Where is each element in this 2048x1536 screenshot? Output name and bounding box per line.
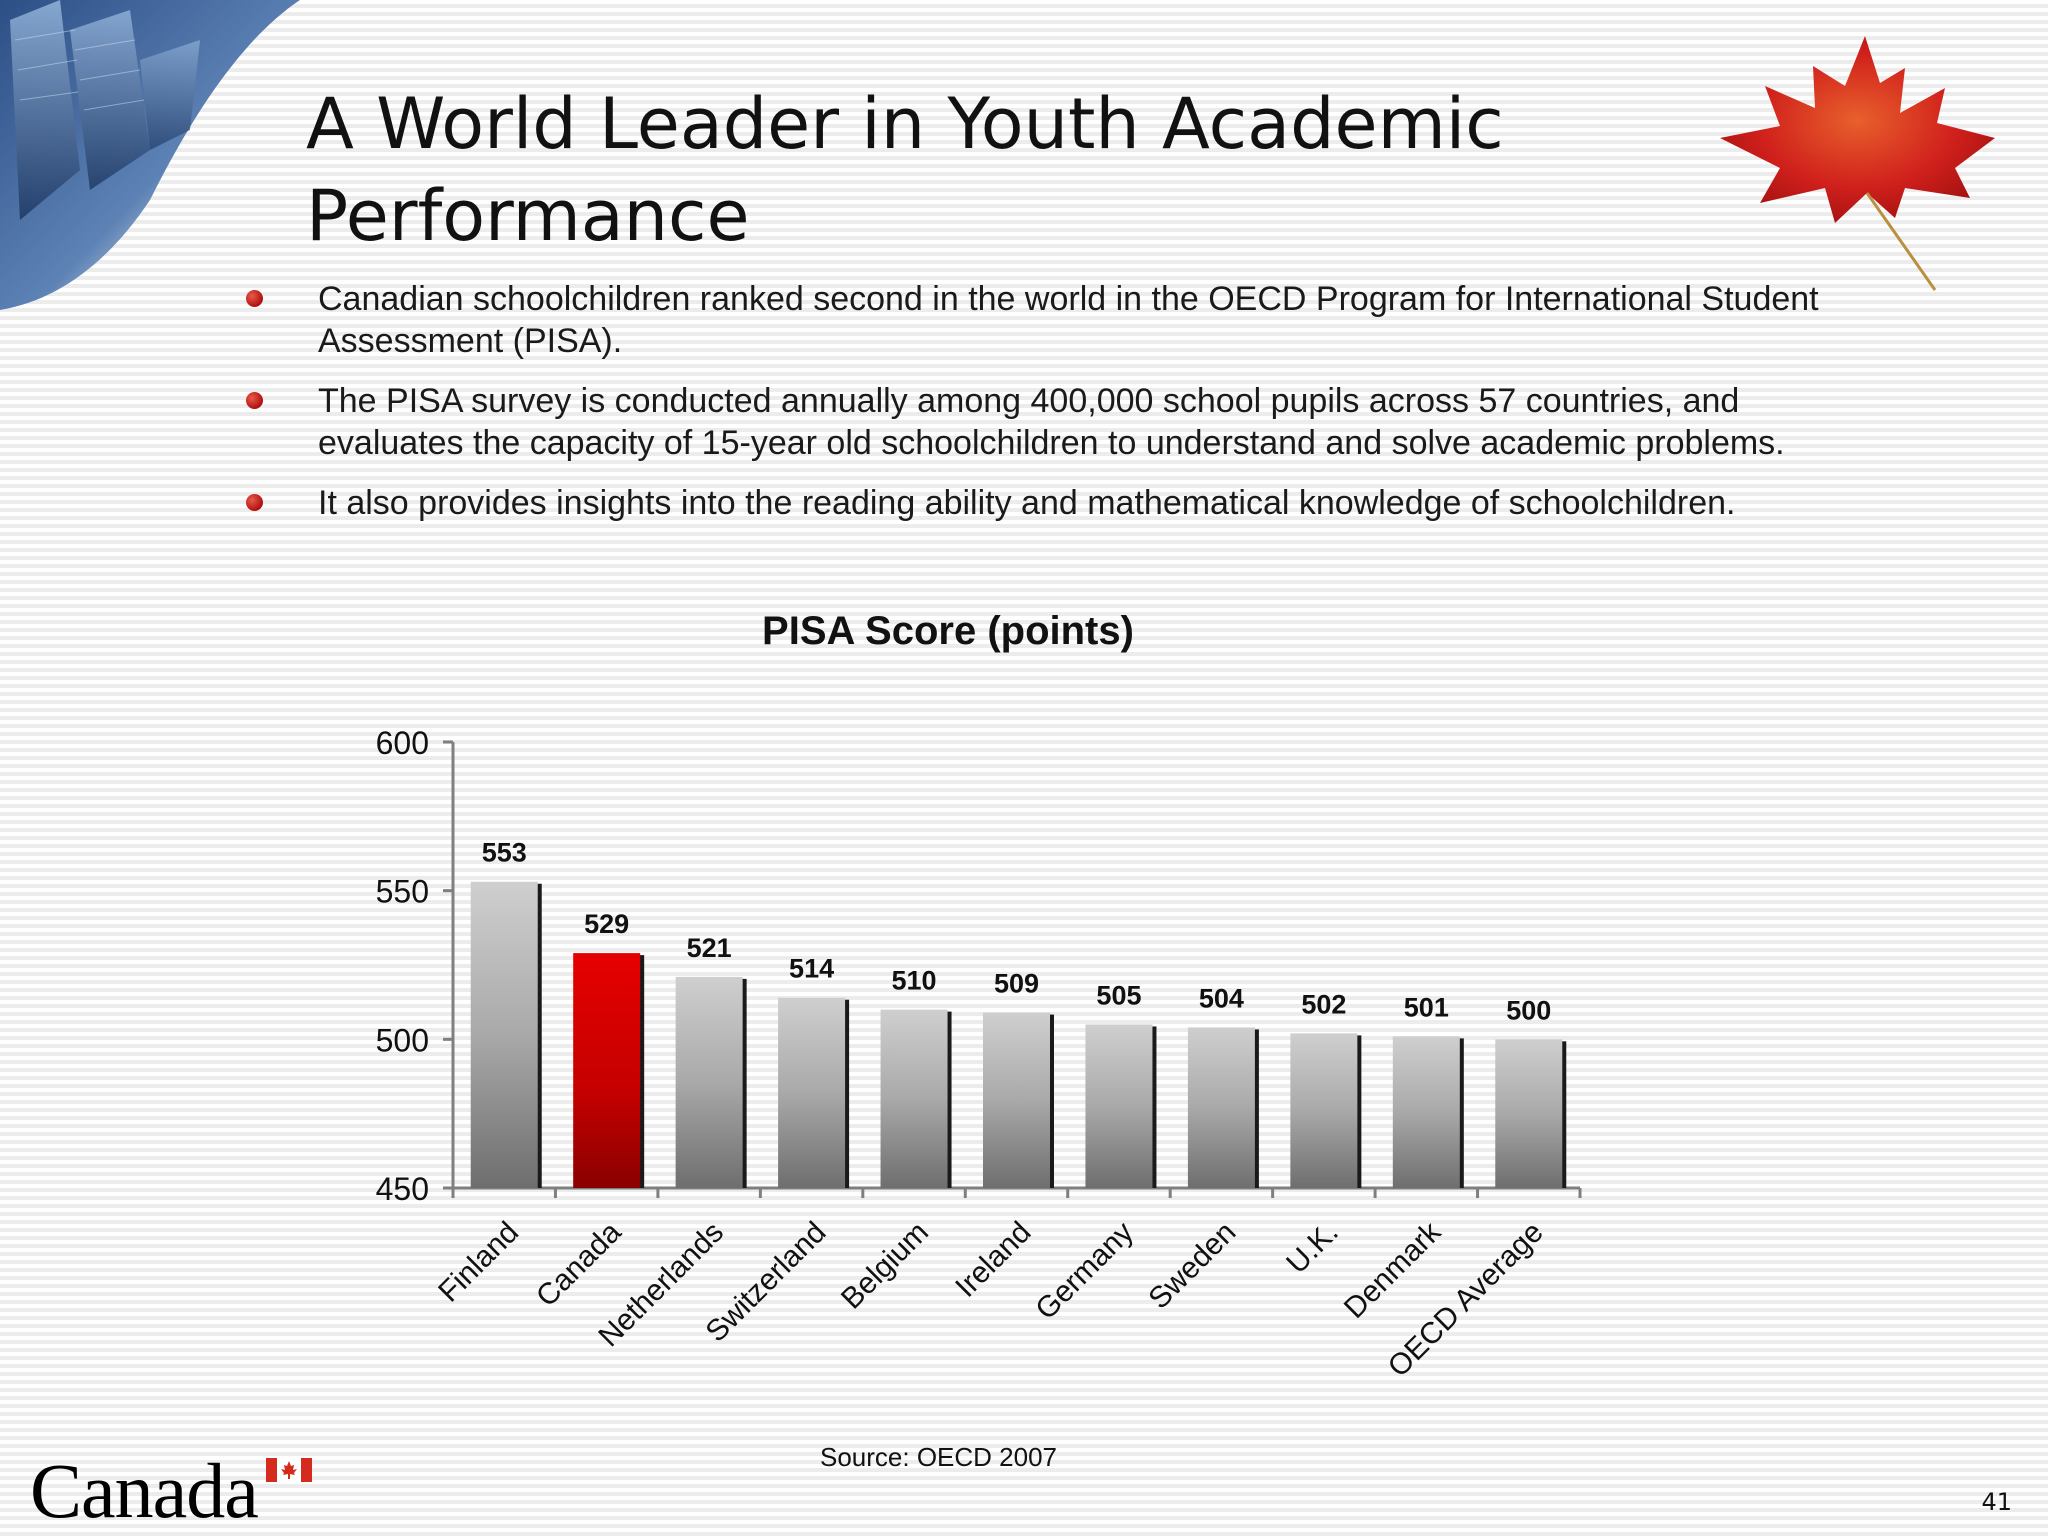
data-label: 521 — [687, 933, 732, 963]
canada-wordmark-text: Canada — [30, 1447, 259, 1534]
y-tick-label: 450 — [376, 1171, 429, 1207]
x-tick-label: Germany — [1029, 1216, 1140, 1327]
bullet-text: Canadian schoolchildren ranked second in… — [318, 280, 1819, 360]
y-tick-label: 550 — [376, 874, 429, 910]
bar — [1495, 1039, 1563, 1188]
slide-title: A World Leader in Youth Academic Perform… — [306, 78, 1706, 262]
bar — [778, 997, 846, 1188]
bullet-list: Canadian schoolchildren ranked second in… — [240, 278, 1820, 542]
bar — [675, 976, 743, 1188]
bar-highlight — [573, 953, 641, 1188]
bar — [983, 1012, 1050, 1188]
canada-wordmark: Canada — [30, 1447, 312, 1534]
chart-title: PISA Score (points) — [762, 609, 1134, 653]
data-label: 529 — [584, 909, 629, 939]
bullet-icon — [246, 290, 263, 307]
data-label: 505 — [1096, 980, 1141, 1010]
data-label: 504 — [1199, 983, 1244, 1013]
bar — [1085, 1024, 1153, 1188]
slide-title-line1: A World Leader in Youth Academic — [306, 83, 1504, 165]
buildings-photo — [0, 0, 300, 310]
bar — [1290, 1033, 1358, 1188]
pisa-bar-chart: PISA Score (points) 450 500 550 600 553 Finla… — [376, 609, 1582, 1384]
data-label: 553 — [482, 838, 527, 868]
bar — [880, 1009, 948, 1188]
source-note: Source: OECD 2007 — [820, 1442, 1058, 1472]
data-label: 502 — [1301, 989, 1346, 1019]
bar — [1187, 1027, 1255, 1188]
x-tick-label: Canada — [530, 1215, 628, 1313]
data-label: 509 — [994, 969, 1039, 999]
maple-leaf-icon — [1720, 36, 1995, 291]
bullet-icon — [246, 494, 263, 511]
y-tick-label: 500 — [376, 1022, 429, 1058]
data-label: 501 — [1404, 992, 1449, 1022]
bullet-text: It also provides insights into the readi… — [318, 484, 1736, 522]
slide-title-line2: Performance — [306, 175, 750, 257]
y-tick-label: 600 — [376, 725, 429, 761]
page-number: 41 — [1981, 1488, 2012, 1516]
x-tick-label: U.K. — [1280, 1216, 1345, 1281]
bullet-item: Canadian schoolchildren ranked second in… — [240, 278, 1820, 362]
bullet-icon — [246, 392, 263, 409]
bar — [470, 881, 538, 1188]
x-tick-label: Sweden — [1142, 1216, 1242, 1316]
data-label: 510 — [892, 966, 937, 996]
data-label: 500 — [1506, 995, 1551, 1025]
bullet-item: The PISA survey is conducted annually am… — [240, 380, 1820, 464]
x-tick-label: Denmark — [1338, 1215, 1448, 1325]
x-tick-label: Belgium — [835, 1216, 935, 1316]
data-label: 514 — [789, 954, 834, 984]
x-tick-label: Finland — [432, 1216, 525, 1309]
x-tick-label: Ireland — [949, 1216, 1037, 1304]
bullet-item: It also provides insights into the readi… — [240, 482, 1820, 524]
bar — [1392, 1036, 1460, 1188]
bullet-text: The PISA survey is conducted annually am… — [318, 382, 1785, 462]
flag-icon — [266, 1458, 312, 1482]
